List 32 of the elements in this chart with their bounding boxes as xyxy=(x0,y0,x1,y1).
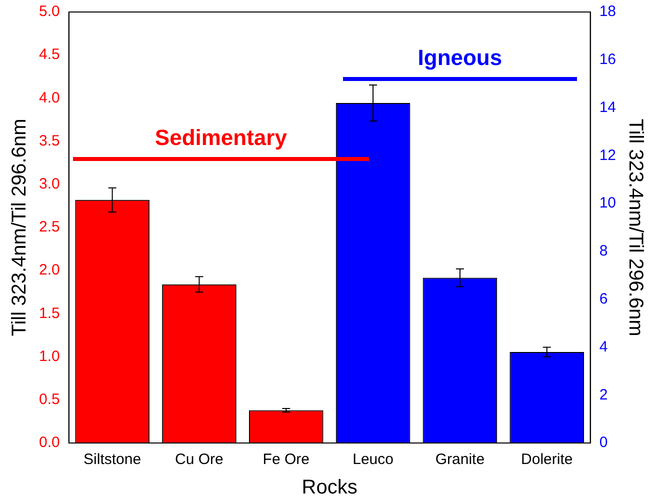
y2-tick-label: 6 xyxy=(599,290,608,308)
y2-tick-label: 18 xyxy=(599,3,616,20)
y-tick-label: 0.0 xyxy=(38,434,60,452)
y2-tick-label: 10 xyxy=(599,194,616,212)
y2-tick-label: 12 xyxy=(599,146,616,164)
y-tick-label: 4.5 xyxy=(38,46,60,64)
y-tick-label: 2.0 xyxy=(38,262,60,279)
y-tick-label: 2.5 xyxy=(38,218,60,236)
y-tick-label: 4.0 xyxy=(38,89,60,106)
x-tick-label: Granite xyxy=(435,451,485,468)
x-tick-label: Leuco xyxy=(352,451,394,468)
y-tick-label: 3.5 xyxy=(38,132,60,150)
y-tick-label: 5.0 xyxy=(38,3,60,20)
y-tick-label: 1.5 xyxy=(38,304,60,322)
x-tick-label: Siltstone xyxy=(84,451,142,468)
x-tick-label: Dolerite xyxy=(521,451,573,468)
x-tick-label: Cu Ore xyxy=(175,451,224,468)
y2-tick-label: 0 xyxy=(599,434,608,452)
annotation: Sedimentary xyxy=(154,124,287,151)
y2-tick-label: 16 xyxy=(599,51,616,68)
y-axis-title: Till 323.4nm/Til 296.6nm xyxy=(8,118,31,336)
x-tick-label: Fe Ore xyxy=(262,451,310,468)
y2-tick-label: 14 xyxy=(599,98,616,116)
y2-tick-label: 2 xyxy=(599,386,608,404)
y-tick-label: 1.0 xyxy=(38,348,60,365)
y-tick-label: 3.0 xyxy=(38,176,60,193)
y2-tick-label: 4 xyxy=(599,338,608,356)
annotation: Igneous xyxy=(418,45,502,72)
y2-tick-label: 8 xyxy=(599,242,608,260)
x-axis-title: Rocks xyxy=(302,476,358,499)
y2-axis-title: Till 323.4nm/Til 296.6nm xyxy=(624,118,646,336)
y-tick-label: 0.5 xyxy=(38,391,60,408)
